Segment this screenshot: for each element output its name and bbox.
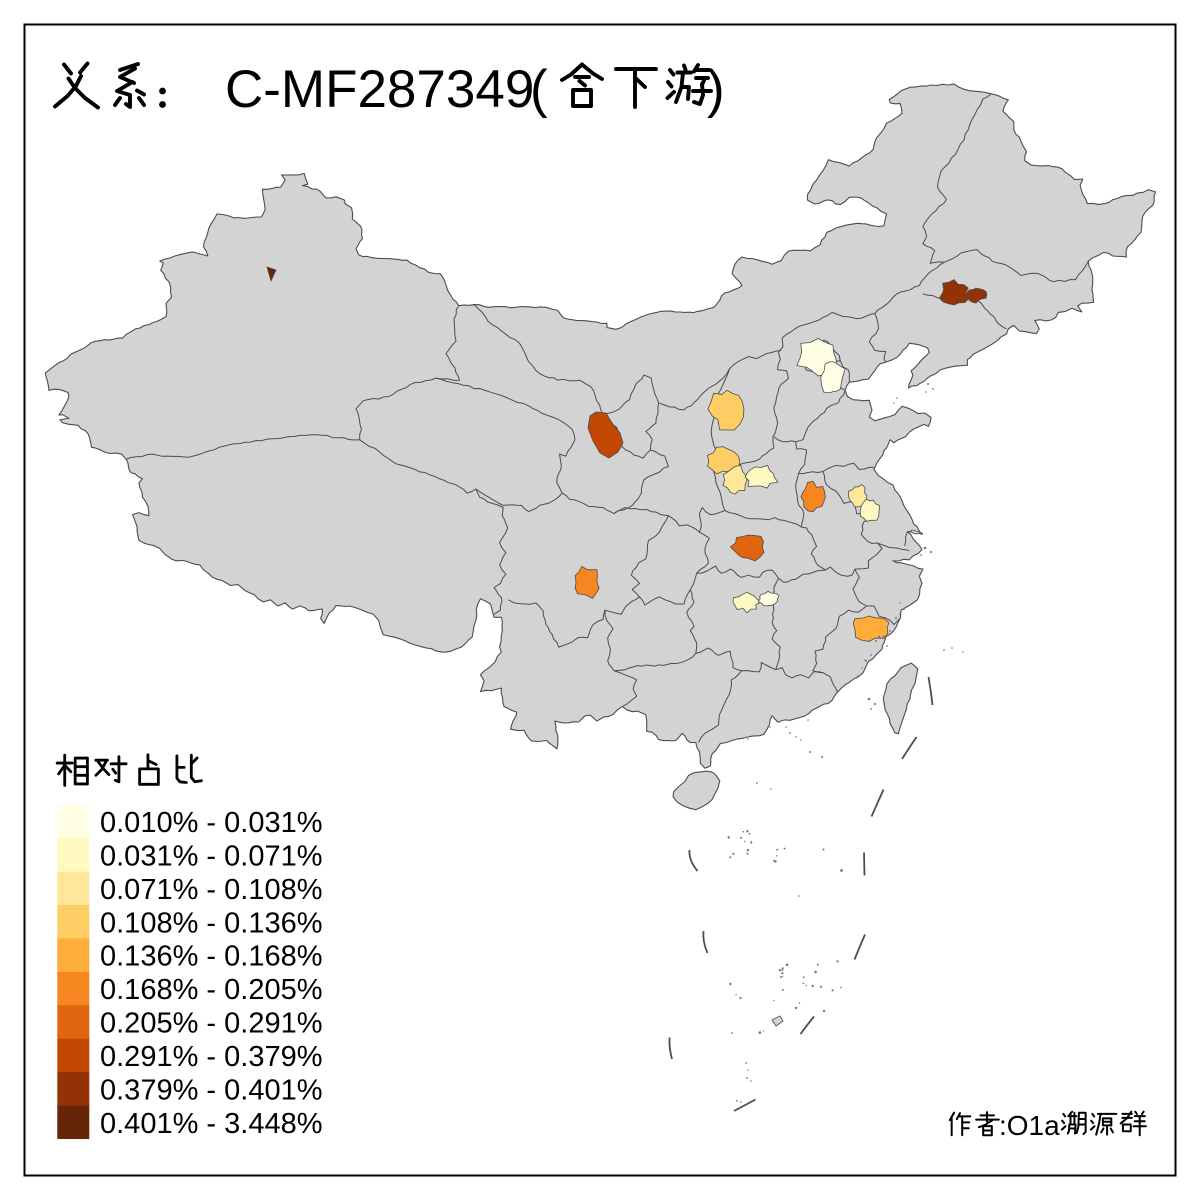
svg-text:0.108% - 0.136%: 0.108% - 0.136%: [100, 907, 322, 939]
svg-text::O1a: :O1a: [999, 1110, 1060, 1141]
svg-text:0.168% - 0.205%: 0.168% - 0.205%: [100, 974, 322, 1006]
svg-text:0.136% - 0.168%: 0.136% - 0.168%: [100, 941, 322, 973]
svg-text:0.010% - 0.031%: 0.010% - 0.031%: [100, 807, 322, 839]
svg-text:0.071% - 0.108%: 0.071% - 0.108%: [100, 874, 322, 906]
svg-text:): ): [707, 60, 725, 119]
svg-text:0.205% - 0.291%: 0.205% - 0.291%: [100, 1008, 322, 1040]
svg-text:0.031% - 0.071%: 0.031% - 0.071%: [100, 840, 322, 872]
svg-text:C-MF287349: C-MF287349: [225, 60, 534, 119]
svg-text:0.291% - 0.379%: 0.291% - 0.379%: [100, 1041, 322, 1073]
svg-text:0.401% - 3.448%: 0.401% - 3.448%: [100, 1108, 322, 1140]
svg-text:(: (: [530, 60, 548, 119]
svg-text:0.379% - 0.401%: 0.379% - 0.401%: [100, 1075, 322, 1107]
